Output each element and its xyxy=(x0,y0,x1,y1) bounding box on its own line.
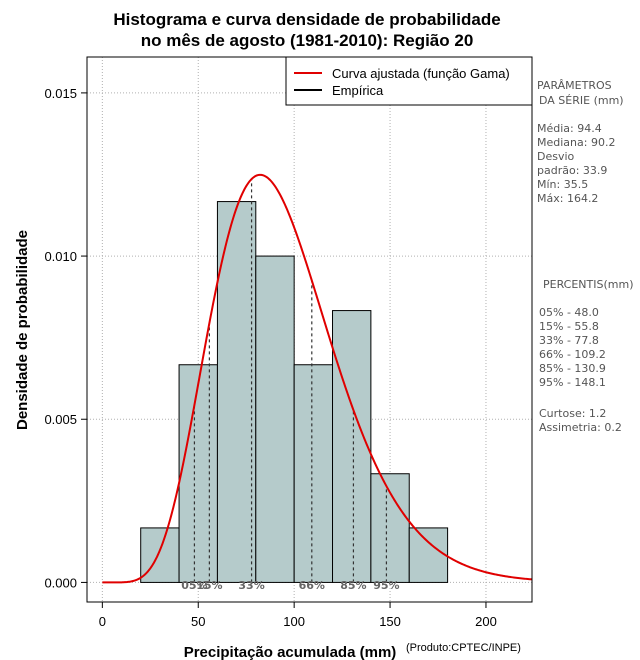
percentile-label: 95% xyxy=(373,579,399,592)
y-tick-label: 0.010 xyxy=(44,249,77,264)
param-mean: Média: 94.4 xyxy=(537,122,602,135)
x-axis-label: Precipitação acumulada (mm) xyxy=(184,644,397,660)
legend-label-fit: Curva ajustada (função Gama) xyxy=(332,66,510,81)
histogram-bar xyxy=(408,527,449,583)
x-tick-label: 150 xyxy=(379,614,401,629)
percentil-33: 33% - 77.8 xyxy=(539,334,599,347)
x-tick-label: 0 xyxy=(99,614,106,629)
x-tick-label: 50 xyxy=(191,614,205,629)
kurtosis: Curtose: 1.2 xyxy=(539,407,606,420)
percentil-95: 95% - 148.1 xyxy=(539,376,606,389)
y-axis: 0.000 0.005 0.010 0.015 xyxy=(44,86,87,590)
percentis-title: PERCENTIS(mm) xyxy=(543,278,634,291)
params-title-line-1: PARÂMETROS xyxy=(537,79,612,92)
x-axis: 0 50 100 150 200 xyxy=(99,602,497,629)
y-axis-label: Densidade de probabilidade xyxy=(14,230,31,430)
percentile-label: 33% xyxy=(238,579,264,592)
percentile-label: 66% xyxy=(299,579,325,592)
chart-title-line-1: Histograma e curva densidade de probabil… xyxy=(113,10,500,29)
chart-title-line-2: no mês de agosto (1981-2010): Região 20 xyxy=(141,31,474,50)
param-max: Máx: 164.2 xyxy=(537,192,598,205)
skewness: Assimetria: 0.2 xyxy=(539,421,622,434)
params-title-line-2: DA SÉRIE (mm) xyxy=(539,94,624,107)
percentile-label: 05% xyxy=(181,579,207,592)
histogram-bar xyxy=(255,255,295,583)
legend-label-empirical: Empírica xyxy=(332,83,384,98)
product-credit: (Produto:CPTEC/INPE) xyxy=(406,642,521,654)
y-tick-label: 0.000 xyxy=(44,575,77,590)
legend: Curva ajustada (função Gama) Empírica xyxy=(285,56,533,106)
histogram-bar xyxy=(178,364,218,583)
param-median: Mediana: 90.2 xyxy=(537,136,615,149)
percentile-label: 85% xyxy=(340,579,366,592)
histogram-bar xyxy=(370,473,410,583)
legend-box xyxy=(285,56,533,106)
y-tick-label: 0.005 xyxy=(44,412,77,427)
histogram-bars xyxy=(140,201,449,583)
percentil-15: 15% - 55.8 xyxy=(539,320,599,333)
percentile-lines: 05%15% 33% 66% 85% 95% xyxy=(181,179,400,592)
x-tick-label: 100 xyxy=(283,614,305,629)
gamma-fit-curve xyxy=(102,173,533,584)
param-stddev-label: Desvio xyxy=(537,150,575,163)
histogram-bar xyxy=(332,310,372,583)
percentil-05: 05% - 48.0 xyxy=(539,306,599,319)
param-stddev: padrão: 33.9 xyxy=(537,164,607,177)
percentil-66: 66% - 109.2 xyxy=(539,348,606,361)
y-tick-label: 0.015 xyxy=(44,86,77,101)
percentile-label: 15% xyxy=(196,579,222,592)
percentil-85: 85% - 130.9 xyxy=(539,362,606,375)
x-tick-label: 200 xyxy=(475,614,497,629)
param-min: Mín: 35.5 xyxy=(537,178,588,191)
histogram-bar xyxy=(293,364,334,583)
stats-panel: PARÂMETROS DA SÉRIE (mm) Média: 94.4 Med… xyxy=(537,79,634,434)
